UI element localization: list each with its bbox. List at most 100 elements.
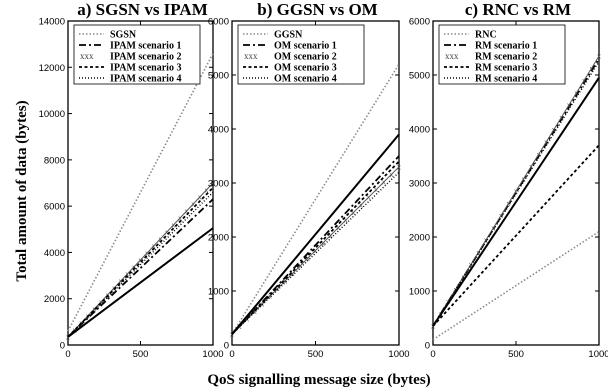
legend-box	[73, 24, 201, 85]
y-tick-label: 0	[224, 341, 229, 352]
y-tick-label: 1000	[409, 287, 430, 298]
series-point: x	[125, 270, 129, 278]
y-tick-label: 2000	[409, 233, 430, 244]
x-tick-label: 0	[430, 349, 435, 360]
series-point: x	[298, 262, 302, 270]
series-point: x	[506, 200, 510, 208]
series-point: x	[552, 126, 556, 134]
series-point: x	[476, 249, 480, 257]
legend-entry: OM scenario 3	[274, 63, 337, 74]
series-line-6	[67, 227, 214, 338]
series-point: x	[374, 186, 378, 194]
series-point: x	[559, 114, 563, 122]
series-point: x	[351, 209, 355, 217]
series-point: x	[313, 247, 317, 255]
series-line-2	[67, 198, 214, 338]
series-line-2	[231, 155, 400, 335]
chart-panel-2: b) GGSN vs OM 0 1000 2000 3000 4000 5000 6000 0 5…	[208, 0, 410, 360]
series-point: x	[329, 232, 333, 240]
x-tick-label: 0	[229, 349, 234, 360]
x-tick-label: 500	[133, 349, 149, 360]
series-point: x	[204, 186, 208, 194]
series-point: x	[359, 201, 363, 209]
series-point: x	[321, 239, 325, 247]
y-tick-label: 2000	[208, 233, 229, 244]
series-line-1	[67, 53, 214, 332]
series-point: x	[230, 331, 234, 339]
legend-box	[438, 24, 566, 85]
legend-entry: RM scenario 1	[475, 41, 537, 52]
series-line-5	[67, 191, 214, 338]
y-tick-label: 12000	[39, 63, 65, 74]
y-tick-label: 4000	[409, 125, 430, 136]
x-tick-label: 1000	[388, 349, 409, 360]
series-point: x	[152, 242, 156, 250]
legend-entry: GGSN	[274, 30, 303, 41]
x-tick-label: 500	[508, 349, 524, 360]
series-point: x	[382, 179, 386, 187]
series-point: x	[499, 212, 503, 220]
series-line-4	[231, 160, 400, 335]
legend-marker: xxx	[445, 51, 459, 61]
series-line-6	[231, 133, 400, 335]
x-tick-label: 0	[65, 349, 70, 360]
series-point: x	[344, 217, 348, 225]
series-point: x	[491, 224, 495, 232]
series-point: x	[389, 171, 393, 179]
series-point: x	[145, 249, 149, 257]
series-point: x	[367, 194, 371, 202]
series-point: x	[537, 151, 541, 159]
y-tick-label: 6000	[208, 17, 229, 28]
series-line-4	[432, 144, 600, 327]
series-point: x	[484, 237, 488, 245]
y-tick-label: 1000	[208, 287, 229, 298]
legend-entry: OM scenario 2	[274, 52, 337, 63]
y-tick-label: 2000	[44, 294, 65, 305]
legend-entry: OM scenario 1	[274, 41, 337, 52]
legend-box	[237, 24, 365, 85]
x-tick-label: 500	[308, 349, 324, 360]
series-point: x	[132, 263, 136, 271]
chart-title: a) SGSN vs IPAM	[77, 0, 208, 19]
series-point: x	[597, 53, 601, 61]
series-point: x	[529, 163, 533, 171]
series-point: x	[171, 221, 175, 229]
legend-entry: OM scenario 4	[274, 74, 337, 85]
y-tick-label: 4000	[208, 125, 229, 136]
y-tick-label: 6000	[44, 202, 65, 213]
series-point: x	[119, 277, 123, 285]
legend-entry: IPAM scenario 2	[110, 52, 181, 63]
series-line-1	[432, 230, 600, 341]
x-axis-label: QoS signalling message size (bytes)	[207, 372, 430, 387]
x-tick-label: 1000	[202, 349, 223, 360]
legend-marker: xxx	[80, 51, 94, 61]
legend-entry: RM scenario 3	[475, 63, 537, 74]
series-point: x	[283, 277, 287, 285]
chart-panel-1: a) SGSN vs IPAM0200040006000800010000120…	[39, 0, 224, 360]
legend-entry: IPAM scenario 3	[110, 63, 181, 74]
series-line-1	[231, 63, 400, 335]
y-tick-label: 10000	[39, 109, 65, 120]
series-point: x	[589, 65, 593, 73]
series-point: x	[574, 89, 578, 97]
legend-marker: xxx	[244, 51, 258, 61]
series-point: x	[238, 323, 242, 331]
chart-title: b) GGSN vs OM	[257, 0, 377, 19]
series-point: x	[211, 180, 215, 188]
series-point: x	[336, 224, 340, 232]
series-point: x	[521, 175, 525, 183]
legend-entry: IPAM scenario 1	[110, 41, 181, 52]
y-tick-label: 5000	[208, 71, 229, 82]
series-point: x	[253, 308, 257, 316]
y-axis-label: Total amount of data (bytes)	[14, 100, 30, 281]
y-tick-label: 8000	[44, 155, 65, 166]
legend-entry: RM scenario 2	[475, 52, 537, 63]
series-line-5	[432, 61, 600, 327]
series-point: x	[469, 261, 473, 269]
series-point: x	[397, 163, 401, 171]
series-point: x	[291, 270, 295, 278]
series-point: x	[99, 298, 103, 306]
legend-entry: IPAM scenario 4	[110, 74, 181, 85]
series-point: x	[66, 333, 70, 341]
